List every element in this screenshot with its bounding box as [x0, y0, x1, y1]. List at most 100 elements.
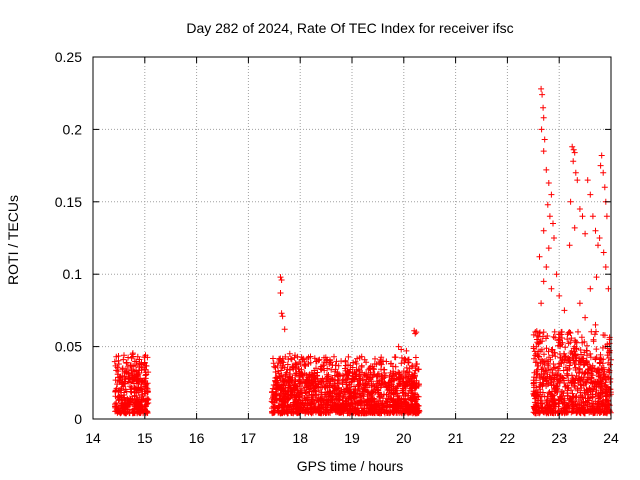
data-point: [331, 380, 338, 387]
data-point: [592, 227, 599, 234]
data-point: [122, 408, 129, 415]
data-point: [406, 378, 413, 385]
data-point: [280, 359, 287, 366]
data-point: [534, 352, 541, 359]
data-point: [595, 369, 602, 376]
data-point: [581, 338, 588, 345]
data-point: [578, 334, 585, 341]
data-point: [599, 344, 606, 351]
data-point: [391, 372, 397, 379]
data-point: [556, 400, 563, 407]
chart-title: Day 282 of 2024, Rate Of TEC Index for r…: [186, 20, 513, 36]
data-point: [577, 409, 584, 416]
data-point: [318, 366, 325, 373]
data-point: [370, 388, 377, 394]
data-point: [309, 379, 316, 386]
data-point: [388, 395, 395, 402]
data-point: [583, 360, 590, 366]
data-point: [555, 361, 562, 367]
data-point: [560, 390, 567, 397]
data-point: [599, 360, 606, 367]
data-point: [540, 278, 547, 285]
data-point: [335, 362, 342, 369]
data-point: [317, 398, 323, 404]
data-point: [588, 375, 595, 382]
data-point: [354, 387, 361, 394]
data-point: [592, 398, 599, 405]
data-point: [581, 349, 588, 356]
data-point: [378, 366, 384, 373]
data-point: [561, 407, 567, 414]
data-point: [547, 366, 554, 373]
data-point: [132, 400, 139, 407]
data-point: [531, 382, 537, 389]
data-point: [539, 365, 546, 371]
data-point: [579, 213, 586, 220]
data-point: [599, 390, 606, 397]
data-point: [546, 403, 553, 410]
data-point: [113, 353, 120, 360]
data-point: [143, 381, 150, 388]
y-tick-label: 0.1: [63, 266, 83, 282]
data-point: [566, 242, 573, 249]
data-point: [582, 408, 588, 415]
data-point: [372, 355, 378, 362]
data-point: [297, 372, 304, 378]
data-point: [371, 396, 378, 403]
data-point: [340, 373, 347, 380]
data-point: [136, 387, 143, 394]
data-point: [536, 410, 543, 417]
data-point: [377, 391, 384, 398]
data-point: [364, 397, 371, 403]
data-point: [358, 364, 365, 370]
data-point: [555, 397, 562, 404]
data-point: [142, 372, 149, 379]
data-point: [120, 381, 127, 387]
data-point: [129, 351, 136, 358]
data-point: [324, 365, 331, 372]
data-point: [412, 354, 419, 361]
data-point: [567, 350, 574, 356]
data-point: [366, 405, 373, 412]
data-point: [331, 400, 338, 407]
data-point: [337, 390, 343, 397]
data-point: [334, 373, 341, 380]
data-point: [345, 353, 352, 360]
data-point: [571, 348, 578, 355]
data-point: [121, 373, 128, 380]
data-point: [350, 376, 357, 383]
x-tick-label: 21: [448, 430, 464, 446]
data-point: [345, 375, 351, 382]
data-point: [598, 152, 605, 159]
data-point: [306, 377, 312, 384]
data-point: [354, 407, 361, 414]
data-point: [562, 364, 569, 371]
data-point: [269, 405, 275, 412]
data-point: [281, 326, 288, 333]
data-point: [572, 169, 579, 176]
data-point: [546, 354, 552, 361]
data-point: [129, 407, 136, 414]
data-point: [566, 329, 573, 336]
data-point: [113, 400, 120, 406]
data-point: [549, 372, 556, 379]
data-point: [292, 372, 299, 379]
data-point: [135, 406, 142, 413]
data-point: [324, 401, 331, 408]
data-point: [589, 394, 596, 401]
data-point: [130, 363, 137, 370]
data-point: [536, 383, 543, 390]
x-tick-label: 18: [292, 430, 308, 446]
data-point: [542, 375, 549, 382]
data-point: [297, 361, 304, 367]
data-point: [601, 184, 608, 191]
data-point: [312, 383, 319, 390]
data-point: [565, 384, 572, 391]
data-point: [591, 331, 598, 338]
data-point: [361, 356, 368, 363]
data-point: [392, 363, 399, 370]
data-point: [283, 408, 290, 415]
data-point: [551, 328, 558, 335]
data-point: [388, 386, 395, 393]
data-point: [339, 409, 345, 416]
